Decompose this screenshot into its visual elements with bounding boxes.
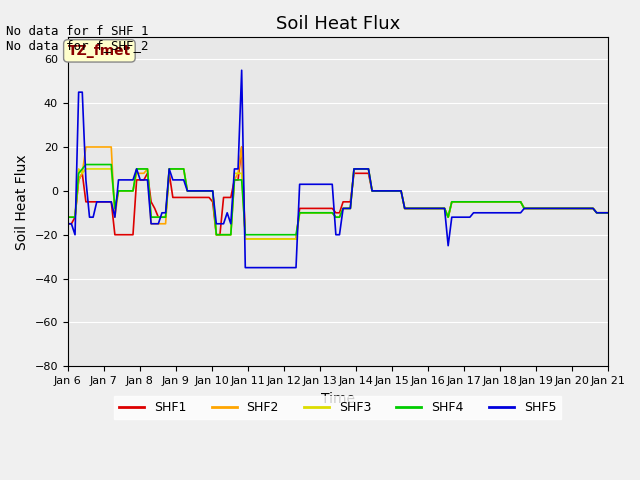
- Legend: SHF1, SHF2, SHF3, SHF4, SHF5: SHF1, SHF2, SHF3, SHF4, SHF5: [114, 396, 561, 420]
- SHF2: [64, 214, 72, 220]
- SHF4: [64, 214, 72, 220]
- SHF1: [354, 170, 362, 176]
- SHF2: [604, 210, 611, 216]
- SHF3: [64, 214, 72, 220]
- SHF2: [516, 199, 524, 204]
- SHF4: [376, 188, 383, 194]
- SHF4: [516, 199, 524, 204]
- SHF3: [354, 166, 362, 172]
- SHF5: [285, 265, 292, 271]
- SHF3: [444, 214, 452, 220]
- SHF1: [238, 144, 246, 150]
- SHF4: [285, 232, 292, 238]
- SHF3: [516, 199, 524, 204]
- Line: SHF3: SHF3: [68, 169, 607, 239]
- SHF4: [354, 166, 362, 172]
- SHF4: [604, 210, 611, 216]
- SHF4: [82, 162, 90, 168]
- SHF2: [241, 236, 249, 242]
- Text: No data for f_SHF_1
No data for f_SHF_2: No data for f_SHF_1 No data for f_SHF_2: [6, 24, 149, 52]
- SHF4: [212, 232, 220, 238]
- Title: Soil Heat Flux: Soil Heat Flux: [276, 15, 400, 33]
- Line: SHF1: SHF1: [68, 147, 607, 239]
- SHF3: [241, 236, 249, 242]
- Line: SHF4: SHF4: [68, 165, 607, 235]
- SHF5: [249, 265, 257, 271]
- SHF5: [241, 265, 249, 271]
- SHF2: [376, 188, 383, 194]
- SHF5: [354, 166, 362, 172]
- SHF1: [516, 199, 524, 204]
- SHF5: [604, 210, 611, 216]
- SHF2: [82, 144, 90, 150]
- Text: TZ_fmet: TZ_fmet: [68, 44, 131, 58]
- SHF1: [64, 221, 72, 227]
- SHF1: [444, 214, 452, 220]
- Y-axis label: Soil Heat Flux: Soil Heat Flux: [15, 154, 29, 250]
- SHF3: [376, 188, 383, 194]
- SHF3: [249, 236, 257, 242]
- Line: SHF5: SHF5: [68, 70, 607, 268]
- SHF2: [249, 236, 257, 242]
- SHF5: [238, 67, 246, 73]
- Line: SHF2: SHF2: [68, 147, 607, 239]
- SHF1: [285, 236, 292, 242]
- X-axis label: Time: Time: [321, 392, 355, 406]
- SHF4: [444, 214, 452, 220]
- SHF5: [64, 221, 72, 227]
- SHF4: [249, 232, 257, 238]
- SHF5: [444, 243, 452, 249]
- SHF3: [285, 236, 292, 242]
- SHF1: [249, 236, 257, 242]
- SHF2: [354, 166, 362, 172]
- SHF1: [241, 236, 249, 242]
- SHF2: [444, 214, 452, 220]
- SHF3: [75, 166, 83, 172]
- SHF1: [604, 210, 611, 216]
- SHF1: [376, 188, 383, 194]
- SHF5: [516, 210, 524, 216]
- SHF2: [285, 236, 292, 242]
- SHF5: [376, 188, 383, 194]
- SHF3: [604, 210, 611, 216]
